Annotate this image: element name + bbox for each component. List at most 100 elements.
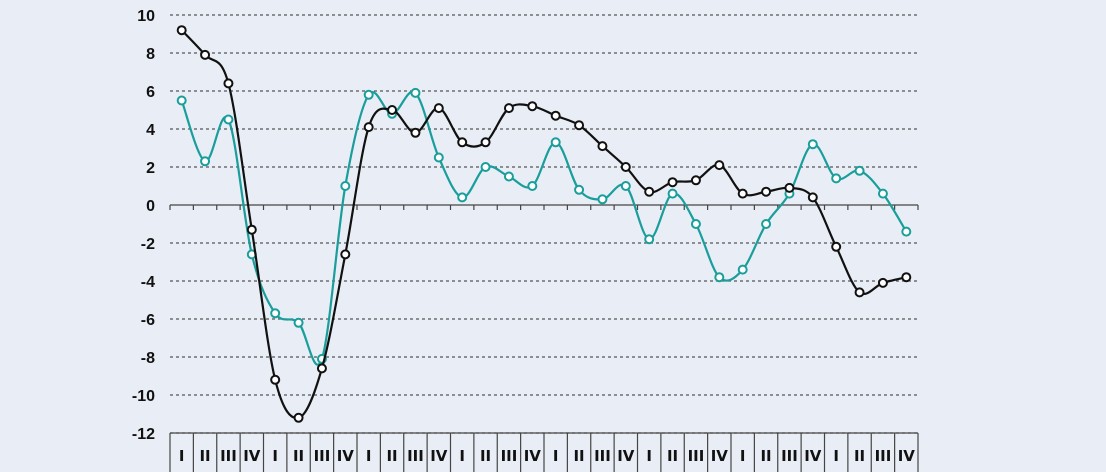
data-point — [784, 182, 795, 193]
data-point — [644, 234, 655, 245]
series-layer — [176, 25, 912, 423]
data-point — [223, 114, 234, 125]
x-tick-label: I — [740, 447, 746, 465]
data-point — [200, 156, 211, 167]
data-point — [807, 139, 818, 150]
x-tick-label: II — [386, 447, 397, 465]
data-point — [363, 89, 374, 100]
data-point — [246, 224, 257, 235]
x-tick-label: II — [199, 447, 210, 465]
series-line — [180, 90, 908, 366]
y-tick-label: -10 — [132, 388, 155, 405]
data-point — [387, 105, 398, 115]
series-line — [180, 29, 907, 420]
x-tick-label: I — [646, 447, 652, 465]
data-point — [340, 181, 351, 191]
x-tick-label: I — [833, 447, 839, 465]
gridlines — [170, 14, 918, 434]
data-point — [433, 103, 444, 114]
data-point — [410, 127, 421, 138]
x-tick-label: III — [314, 447, 331, 465]
series-2 — [176, 87, 912, 366]
data-point — [316, 363, 327, 374]
x-tick-label: IV — [617, 447, 635, 465]
data-point — [340, 249, 351, 260]
data-point — [854, 165, 865, 176]
data-point — [574, 184, 585, 195]
data-point — [550, 137, 561, 148]
data-point — [200, 49, 211, 60]
x-tick-label: II — [854, 447, 865, 465]
x-tick-label: IV — [898, 447, 916, 465]
x-tick-label: IV — [243, 447, 261, 465]
data-point — [503, 103, 514, 114]
y-tick-label: 4 — [146, 122, 155, 139]
y-axis-tick-labels: 10 8 6 4 2 0 -2 -4 -6 -8 -10 -12 — [132, 8, 155, 443]
data-point — [901, 272, 912, 283]
data-point — [223, 78, 234, 89]
data-point — [293, 412, 304, 423]
data-point — [527, 181, 538, 191]
x-tick-label: III — [220, 447, 237, 465]
data-point — [667, 177, 678, 188]
data-point — [877, 277, 888, 288]
data-point — [293, 317, 304, 328]
x-tick-label: II — [760, 447, 771, 465]
data-point — [550, 110, 561, 121]
x-tick-label: IV — [711, 447, 729, 465]
x-tick-label: I — [179, 447, 185, 465]
x-tick-label: II — [293, 447, 304, 465]
data-point — [597, 194, 608, 205]
y-tick-label: 0 — [146, 198, 155, 215]
data-point — [363, 122, 374, 133]
data-point — [597, 141, 608, 152]
x-tick-label: I — [272, 447, 278, 465]
data-point — [901, 226, 912, 237]
data-point — [503, 171, 514, 182]
y-tick-label: -8 — [141, 350, 155, 367]
x-tick-label: IV — [337, 447, 355, 465]
data-point — [480, 162, 491, 172]
series-1 — [176, 25, 912, 423]
data-point — [667, 188, 678, 199]
x-tick-label: I — [459, 447, 465, 465]
data-point — [644, 186, 655, 197]
data-point — [831, 241, 842, 252]
y-tick-label: 6 — [146, 84, 155, 101]
data-point — [433, 152, 444, 163]
data-point — [714, 272, 725, 283]
data-point — [176, 25, 187, 36]
data-point — [714, 160, 725, 171]
data-point — [690, 175, 701, 186]
x-tick-label: II — [667, 447, 678, 465]
y-tick-label: -6 — [141, 312, 155, 329]
data-point — [761, 219, 772, 229]
data-point — [574, 120, 585, 131]
data-point — [761, 186, 772, 197]
x-tick-label: I — [366, 447, 372, 465]
data-point — [854, 287, 865, 298]
data-point — [270, 308, 281, 319]
data-point — [807, 192, 818, 203]
y-tick-label: -4 — [141, 274, 155, 291]
x-tick-label: III — [594, 447, 611, 465]
data-point — [457, 192, 468, 203]
x-tick-label: II — [480, 447, 491, 465]
data-point — [270, 374, 281, 385]
x-tick-label: III — [688, 447, 705, 465]
data-point — [620, 162, 631, 172]
data-point — [527, 101, 538, 112]
data-point — [737, 188, 748, 199]
x-tick-label: III — [501, 447, 518, 465]
data-point — [480, 137, 491, 148]
x-tick-label: III — [407, 447, 424, 465]
y-tick-label: -2 — [141, 236, 155, 253]
x-tick-label: IV — [430, 447, 448, 465]
data-point — [737, 264, 748, 275]
data-point — [457, 137, 468, 148]
data-point — [410, 87, 421, 98]
y-tick-label: 10 — [137, 8, 155, 25]
data-point — [690, 219, 701, 229]
x-axis: I II III IV I II III IV I II III IV I II III IV I II III IV… — [169, 204, 919, 472]
